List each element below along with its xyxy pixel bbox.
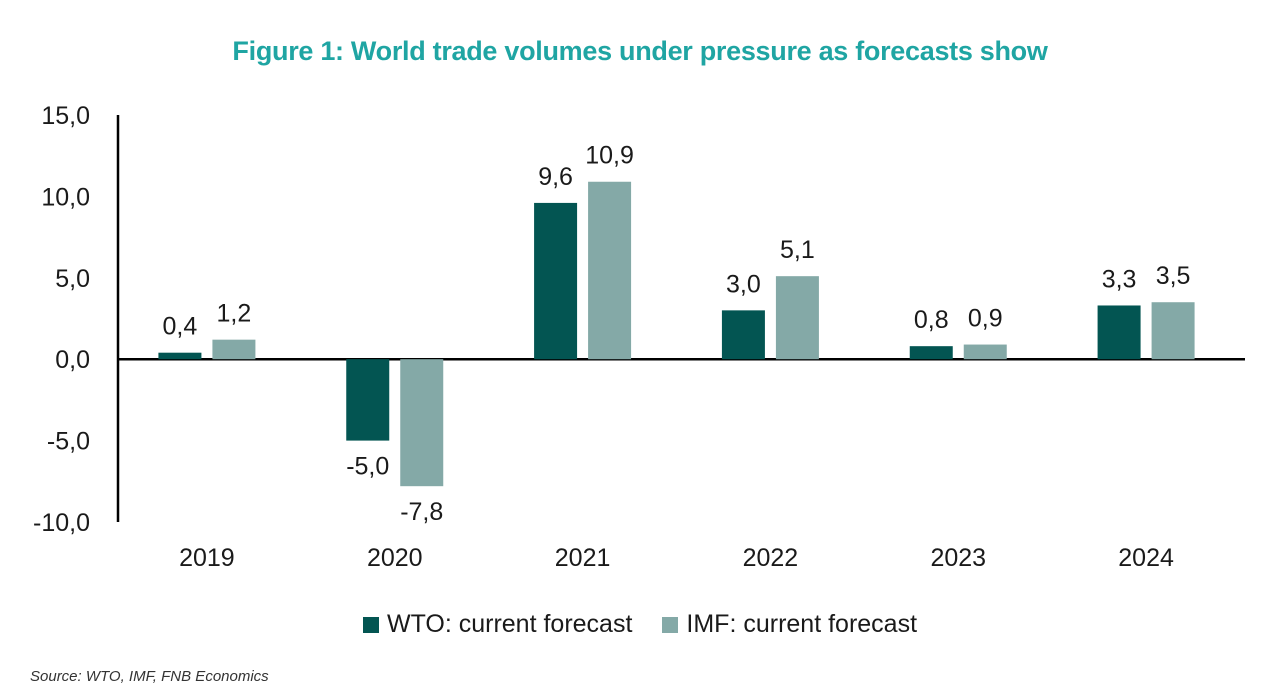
data-label: 1,2 [217, 300, 252, 328]
data-label: 3,0 [726, 270, 761, 298]
data-label: 0,9 [968, 305, 1003, 333]
chart-title: Figure 1: World trade volumes under pres… [232, 36, 1048, 66]
legend-label-wto: WTO: current forecast [386, 610, 633, 638]
bar-imf-2021 [588, 181, 632, 360]
data-label: 5,1 [780, 236, 815, 264]
y-tick-label: 0,0 [55, 346, 90, 374]
legend-swatch-wto [362, 616, 379, 633]
y-tick-label: 5,0 [55, 265, 90, 293]
source-note: Source: WTO, IMF, FNB Economics [30, 668, 269, 685]
y-tick-label: 10,0 [41, 183, 90, 211]
data-labels: 0,4 -5,0 9,6 3,0 0,8 3,3 1,2 -7,8 10,9 5,1 0,9 3,5 [163, 142, 1191, 526]
bar-wto-2021 [534, 202, 578, 360]
y-tick-label: 15,0 [41, 102, 90, 130]
data-label: 0,4 [163, 313, 198, 341]
legend-item-imf: IMF: current forecast [662, 610, 917, 639]
bar-wto-2022 [721, 310, 765, 360]
bar-imf-2023 [963, 344, 1007, 360]
data-label: 10,9 [585, 142, 634, 170]
data-label: 9,6 [538, 163, 573, 191]
x-tick-label: 2019 [179, 544, 235, 572]
x-tick-label: 2023 [930, 544, 986, 572]
legend-swatch-imf [662, 616, 679, 633]
data-label: -7,8 [400, 498, 443, 526]
x-tick-label: 2022 [743, 544, 799, 572]
data-label: 0,8 [914, 306, 949, 334]
y-tick-label: -5,0 [47, 428, 90, 456]
x-axis: 2019 2020 2021 2022 2023 2024 [118, 357, 1245, 572]
x-tick-label: 2024 [1118, 544, 1174, 572]
bar-imf-2024 [1151, 302, 1195, 360]
bar-wto-2024 [1097, 305, 1141, 360]
y-tick-label: -10,0 [33, 509, 90, 537]
bar-wto-2020 [346, 359, 390, 441]
x-tick-label: 2021 [555, 544, 611, 572]
legend: WTO: current forecast IMF: current forec… [0, 610, 1280, 639]
bars [158, 181, 1195, 487]
legend-item-wto: WTO: current forecast [362, 610, 633, 639]
data-label: 3,3 [1102, 265, 1137, 293]
legend-label-imf: IMF: current forecast [686, 610, 918, 638]
bar-wto-2023 [909, 346, 953, 360]
bar-imf-2022 [775, 276, 819, 360]
x-tick-label: 2020 [367, 544, 423, 572]
data-label: 3,5 [1156, 262, 1191, 290]
bar-wto-2019 [158, 352, 202, 360]
y-axis: -10,0 -5,0 0,0 5,0 10,0 15,0 [33, 102, 120, 537]
bar-imf-2019 [212, 339, 256, 360]
data-label: -5,0 [346, 453, 389, 481]
bar-imf-2020 [400, 359, 444, 487]
